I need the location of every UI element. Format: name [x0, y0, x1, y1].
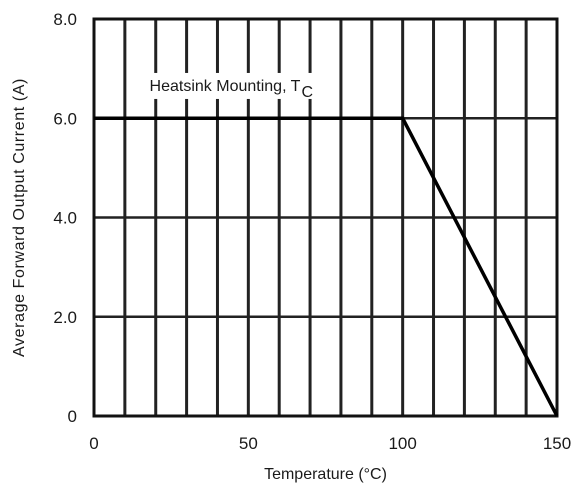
series-line: [94, 116, 559, 417]
series-layer: [94, 116, 559, 417]
x-axis-title: Temperature (°C): [264, 466, 387, 483]
x-tick-label: 150: [543, 434, 571, 453]
plot-frame: [92, 17, 559, 418]
x-tick-label: 0: [89, 434, 98, 453]
y-tick-label: 0: [68, 407, 77, 426]
y-tick-labels: 0 2.0 4.0 6.0 8.0: [53, 10, 77, 426]
y-tick-label: 8.0: [53, 10, 77, 29]
y-axis-title: Average Forward Output Current (A): [11, 78, 28, 357]
annotation-label: Heatsink Mounting, T: [150, 78, 301, 95]
y-tick-label: 6.0: [53, 109, 77, 128]
x-tick-label: 50: [239, 434, 258, 453]
y-tick-label: 4.0: [53, 209, 77, 228]
x-tick-labels: 0 50 100 150: [89, 434, 571, 453]
y-tick-label: 2.0: [53, 308, 77, 327]
annotation-subscript: C: [301, 84, 313, 101]
x-tick-label: 100: [388, 434, 416, 453]
annotation-background: [145, 72, 319, 99]
